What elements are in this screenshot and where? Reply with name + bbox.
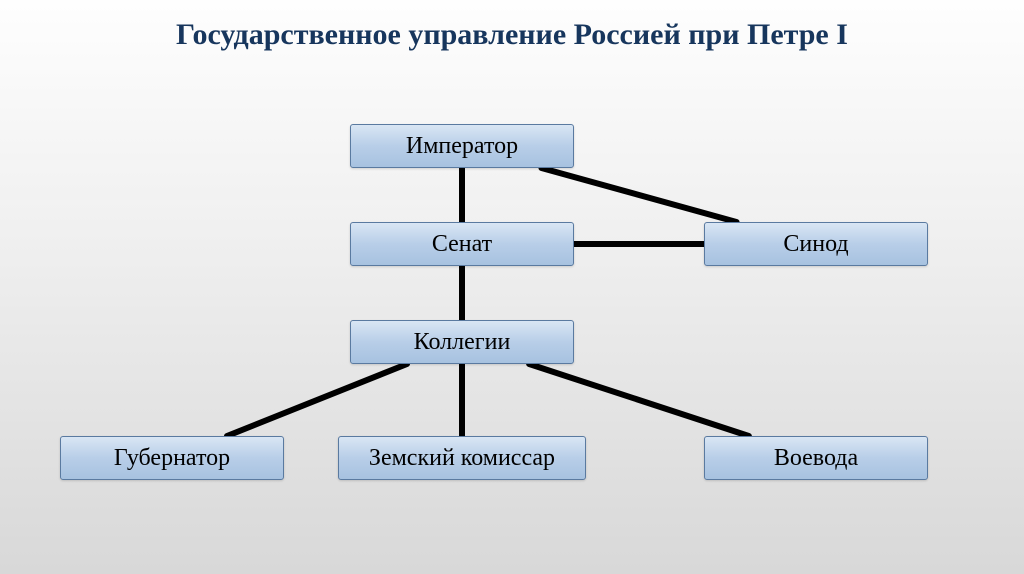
- node-governor: Губернатор: [60, 436, 284, 480]
- node-emperor: Император: [350, 124, 574, 168]
- node-senate: Сенат: [350, 222, 574, 266]
- edge-colleges-governor: [227, 364, 407, 436]
- edge-colleges-voevoda: [529, 364, 749, 436]
- node-voevoda: Воевода: [704, 436, 928, 480]
- node-commissar: Земский комиссар: [338, 436, 586, 480]
- node-colleges: Коллегии: [350, 320, 574, 364]
- edge-emperor-synod: [541, 168, 736, 222]
- node-synod: Синод: [704, 222, 928, 266]
- org-chart-edges: [0, 0, 1024, 574]
- diagram-title: Государственное управление Россией при П…: [0, 18, 1024, 52]
